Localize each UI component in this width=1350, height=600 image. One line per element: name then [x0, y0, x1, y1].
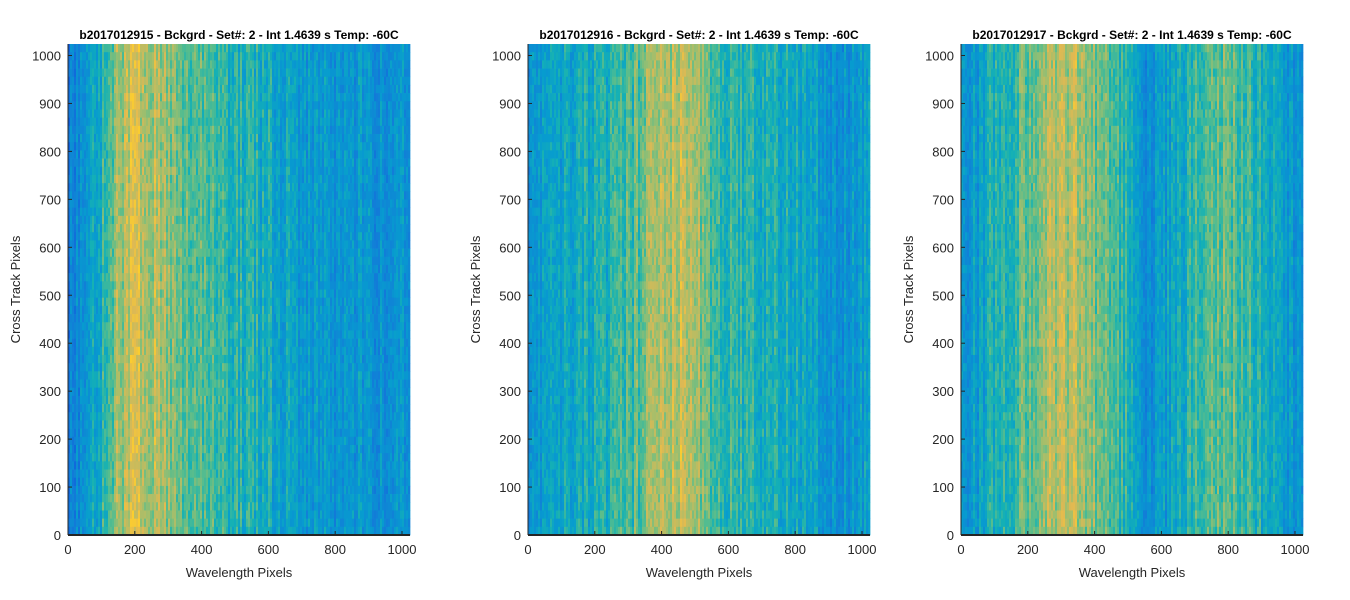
- y-tick-label: 800: [39, 144, 61, 159]
- y-tick-label: 100: [39, 480, 61, 495]
- x-tick-label: 1000: [848, 542, 877, 557]
- x-tick-label: 200: [584, 542, 606, 557]
- x-tick-label: 600: [1151, 542, 1173, 557]
- y-tick-label: 1000: [32, 49, 61, 64]
- x-tick-label: 1000: [1281, 542, 1310, 557]
- y-tick-label: 0: [54, 528, 61, 543]
- heatmap-chart: 0 200 400 600 800 1000 0 100 200 300 400 500 600 700 8…: [468, 28, 877, 580]
- y-tick-label: 200: [499, 432, 521, 447]
- y-tick-label: 700: [499, 192, 521, 207]
- y-tick-label: 500: [39, 288, 61, 303]
- heatmap-panel-2: 0 200 400 600 800 1000 0 100 200 300 400 500 600 700 8…: [440, 0, 890, 600]
- x-tick-label: 400: [651, 542, 673, 557]
- chart-title: b2017012917 - Bckgrd - Set#: 2 - Int 1.4…: [972, 28, 1292, 42]
- heatmap-chart: 0 200 400 600 800 1000 0 100 200 300 400 500 600 700 8…: [901, 28, 1310, 580]
- y-tick-label: 800: [499, 144, 521, 159]
- y-tick-label: 500: [499, 288, 521, 303]
- heatmap-image: [528, 44, 871, 536]
- x-tick-label: 400: [1084, 542, 1106, 557]
- y-tick-label: 100: [932, 480, 954, 495]
- y-tick-label: 200: [932, 432, 954, 447]
- y-tick-label: 900: [932, 96, 954, 111]
- y-tick-label: 100: [499, 480, 521, 495]
- chart-title: b2017012915 - Bckgrd - Set#: 2 - Int 1.4…: [79, 28, 399, 42]
- y-tick-label: 900: [499, 96, 521, 111]
- x-tick-label: 200: [1017, 542, 1039, 557]
- x-tick-label: 600: [718, 542, 740, 557]
- heatmap-image: [68, 44, 411, 536]
- y-tick-label: 500: [932, 288, 954, 303]
- x-tick-label: 600: [258, 542, 280, 557]
- x-tick-label: 800: [324, 542, 346, 557]
- heatmap-chart: 0 200 400 600 800 1000 0 100 200 300 400 500 600 700 8…: [8, 28, 417, 580]
- y-tick-label: 600: [39, 240, 61, 255]
- y-tick-label: 800: [932, 144, 954, 159]
- y-axis-label: Cross Track Pixels: [8, 235, 23, 343]
- x-tick-label: 800: [1217, 542, 1239, 557]
- y-tick-label: 600: [932, 240, 954, 255]
- x-axis-label: Wavelength Pixels: [646, 565, 753, 580]
- y-tick-label: 400: [932, 336, 954, 351]
- x-tick-label: 0: [957, 542, 964, 557]
- y-tick-label: 400: [499, 336, 521, 351]
- y-tick-label: 0: [947, 528, 954, 543]
- x-tick-label: 200: [124, 542, 146, 557]
- x-tick-label: 400: [191, 542, 213, 557]
- y-axis-label: Cross Track Pixels: [468, 235, 483, 343]
- y-tick-label: 1000: [925, 49, 954, 64]
- x-tick-label: 0: [64, 542, 71, 557]
- y-tick-label: 300: [499, 384, 521, 399]
- heatmap-panel-3: 0 200 400 600 800 1000 0 100 200 300 400 500 600 700 8…: [890, 0, 1350, 600]
- x-tick-label: 1000: [388, 542, 417, 557]
- y-tick-label: 600: [499, 240, 521, 255]
- x-tick-label: 0: [524, 542, 531, 557]
- heatmap-image: [961, 44, 1304, 536]
- y-axis-label: Cross Track Pixels: [901, 235, 916, 343]
- y-tick-label: 1000: [492, 49, 521, 64]
- x-axis-label: Wavelength Pixels: [1079, 565, 1186, 580]
- x-tick-label: 800: [784, 542, 806, 557]
- y-tick-label: 900: [39, 96, 61, 111]
- heatmap-panel-1: 0 200 400 600 800 1000 0 100 200 300 400 500 600 700 8…: [0, 0, 440, 600]
- y-tick-label: 0: [514, 528, 521, 543]
- y-tick-label: 200: [39, 432, 61, 447]
- y-tick-label: 400: [39, 336, 61, 351]
- chart-title: b2017012916 - Bckgrd - Set#: 2 - Int 1.4…: [539, 28, 859, 42]
- y-tick-label: 700: [39, 192, 61, 207]
- y-tick-label: 700: [932, 192, 954, 207]
- y-tick-label: 300: [932, 384, 954, 399]
- x-axis-label: Wavelength Pixels: [186, 565, 293, 580]
- y-tick-label: 300: [39, 384, 61, 399]
